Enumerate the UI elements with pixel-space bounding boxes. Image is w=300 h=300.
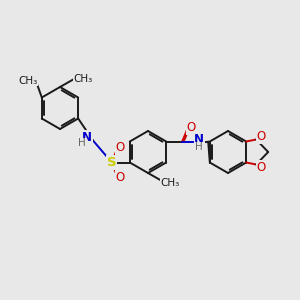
- Text: CH₃: CH₃: [74, 74, 93, 84]
- Text: O: O: [187, 121, 196, 134]
- Text: O: O: [115, 171, 124, 184]
- Text: CH₃: CH₃: [160, 178, 180, 188]
- Text: O: O: [256, 130, 266, 143]
- Text: O: O: [115, 141, 124, 154]
- Text: CH₃: CH₃: [18, 76, 38, 85]
- Text: N: N: [194, 133, 204, 146]
- Text: N: N: [82, 131, 92, 144]
- Text: O: O: [256, 161, 266, 174]
- Text: S: S: [107, 156, 117, 169]
- Text: H: H: [78, 139, 86, 148]
- Text: H: H: [195, 142, 203, 152]
